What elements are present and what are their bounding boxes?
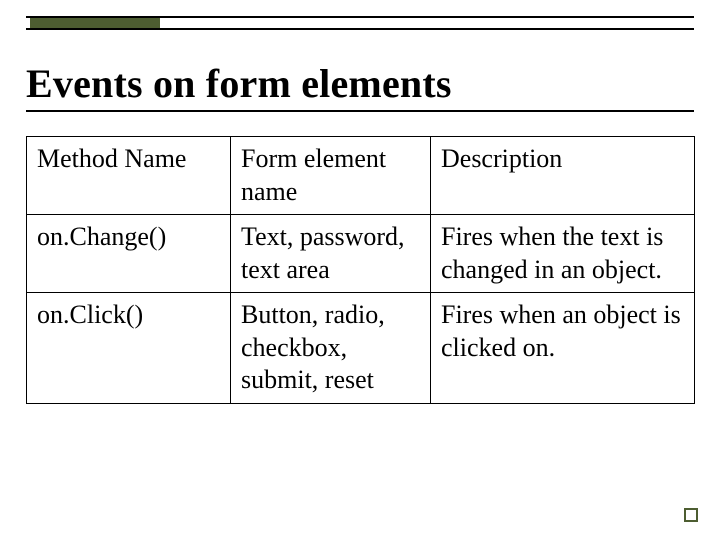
cell-description: Fires when the text is changed in an obj… [431, 215, 695, 293]
col-header-description: Description [431, 137, 695, 215]
corner-square-icon [684, 508, 698, 522]
table-row: on.Change() Text, password, text area Fi… [27, 215, 695, 293]
header-accent-bar [30, 18, 160, 28]
title-underline [26, 110, 694, 112]
events-table: Method Name Form element name Descriptio… [26, 136, 694, 404]
cell-element: Text, password, text area [231, 215, 431, 293]
table-row: on.Click() Button, radio, checkbox, subm… [27, 293, 695, 404]
page-title: Events on form elements [26, 60, 452, 107]
table-header-row: Method Name Form element name Descriptio… [27, 137, 695, 215]
cell-description: Fires when an object is clicked on. [431, 293, 695, 404]
col-header-method: Method Name [27, 137, 231, 215]
cell-method: on.Click() [27, 293, 231, 404]
col-header-element: Form element name [231, 137, 431, 215]
cell-element: Button, radio, checkbox, submit, reset [231, 293, 431, 404]
cell-method: on.Change() [27, 215, 231, 293]
